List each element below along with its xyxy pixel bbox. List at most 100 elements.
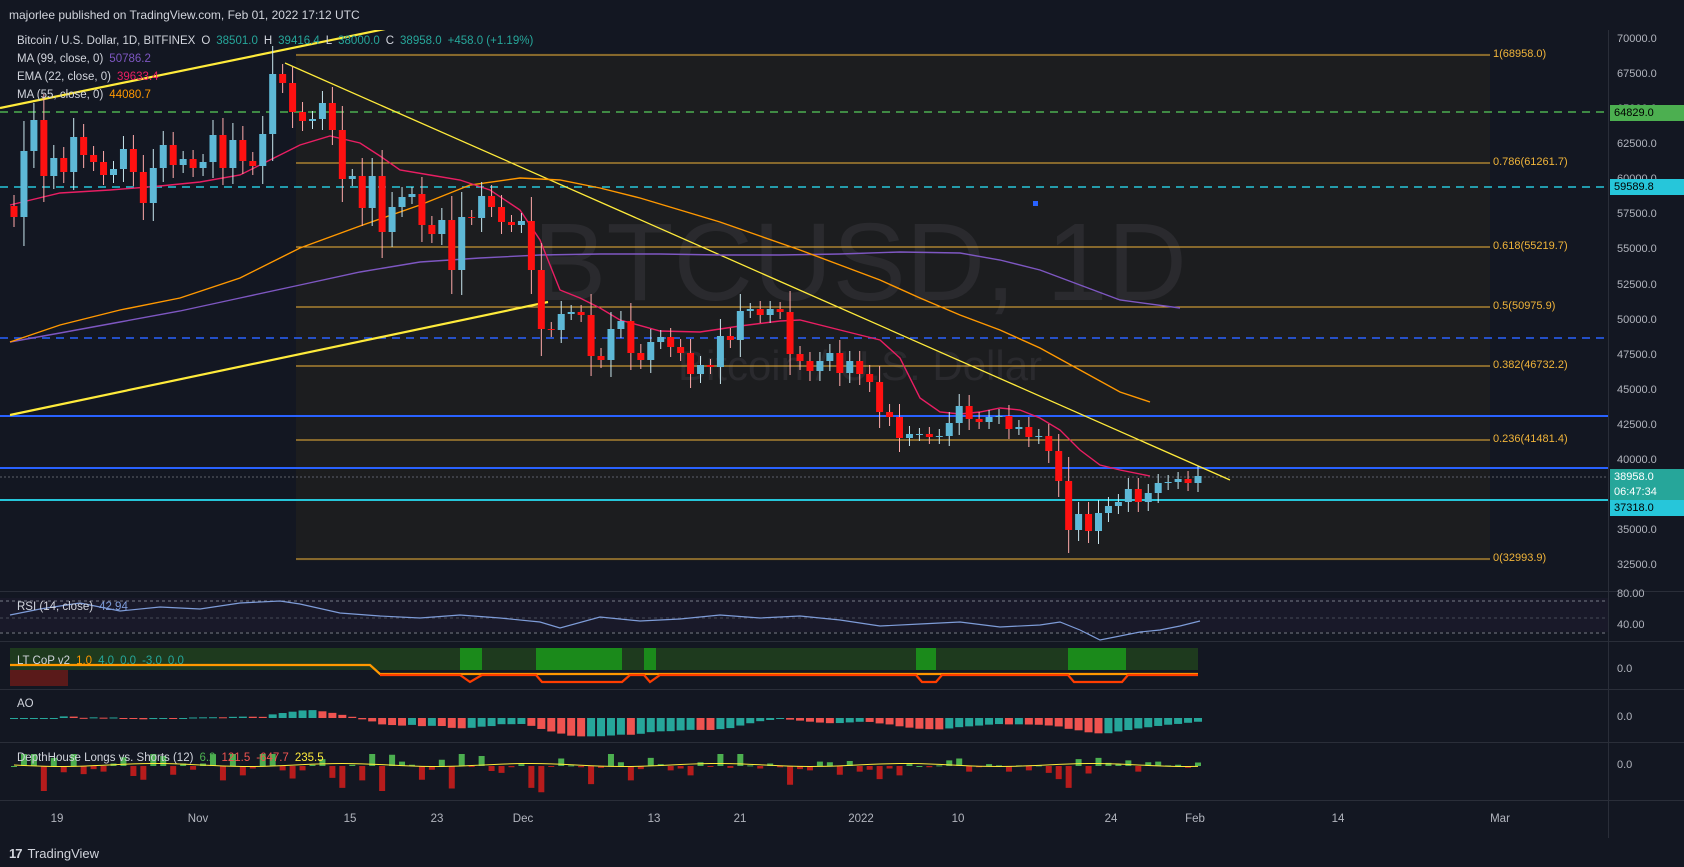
candle xyxy=(985,410,993,429)
ao-bar xyxy=(298,710,307,718)
ao-bar xyxy=(945,718,954,729)
price-axis-label: 52500.0 xyxy=(1617,279,1657,291)
ema22-line xyxy=(9,135,1151,477)
candles xyxy=(10,46,1202,553)
ao-bar xyxy=(597,718,606,737)
depthhouse-bar xyxy=(369,754,376,766)
candle xyxy=(716,319,724,384)
ao-bar xyxy=(736,718,745,726)
ao-bar xyxy=(616,718,625,735)
symbol-legend[interactable]: Bitcoin / U.S. Dollar, 1D, BITFINEX O 3850… xyxy=(17,35,539,47)
depthhouse-bar xyxy=(757,766,764,769)
ao-bar xyxy=(696,718,705,730)
depthhouse-bar xyxy=(548,766,555,767)
cyan-level-tag: 59589.8 xyxy=(1610,179,1684,195)
time-axis-label: 13 xyxy=(647,813,661,825)
depthhouse-bar xyxy=(1045,766,1052,773)
candle xyxy=(527,197,535,294)
ma99-line xyxy=(9,251,1181,343)
depthhouse-signal-line xyxy=(13,762,1199,767)
depthhouse-bar xyxy=(259,754,266,766)
depthhouse-bar xyxy=(80,766,87,775)
price-axis-label: 70000.0 xyxy=(1617,33,1657,45)
ao-bar xyxy=(208,717,217,719)
ao-bar xyxy=(1004,718,1013,725)
candle xyxy=(368,158,376,226)
candle xyxy=(1065,457,1073,553)
depthhouse-bar xyxy=(50,757,57,766)
trendline-upper-support xyxy=(0,30,386,110)
candle xyxy=(1154,474,1162,503)
depthhouse-bar xyxy=(339,766,346,788)
depthhouse-legend[interactable]: DepthHouse Longs vs. Shorts (12) 6.2 121.5… xyxy=(17,752,324,764)
ao-bar xyxy=(975,718,984,726)
candle xyxy=(706,359,714,374)
depthhouse-bar xyxy=(986,764,993,766)
ao-bar xyxy=(666,718,675,732)
ao-bar xyxy=(159,718,168,719)
ao-bar xyxy=(766,718,775,720)
ma99-legend[interactable]: MA (99, close, 0) 50786.2 xyxy=(17,53,151,65)
price-axis-label: 42500.0 xyxy=(1617,419,1657,431)
tradingview-logo[interactable]: 17 TradingView xyxy=(9,846,100,861)
ltcop-legend[interactable]: LT CoP v2 1.0 4.0 0.0 -3.0 0.0 xyxy=(17,655,184,667)
depthhouse-bar xyxy=(279,766,286,771)
candle xyxy=(955,394,963,435)
depthhouse-bar xyxy=(667,766,674,771)
candle xyxy=(945,412,953,446)
depthhouse-bar xyxy=(319,759,326,766)
candle xyxy=(587,294,595,376)
chart-canvas[interactable]: BTCUSD, 1D Bitcoin / U.S. Dollar xyxy=(0,30,1684,838)
ohlc-close: C 38958.0 xyxy=(385,35,442,47)
candle xyxy=(1035,429,1043,444)
depthhouse-bar xyxy=(627,766,634,781)
ao-legend[interactable]: AO xyxy=(17,698,34,710)
ao-bar xyxy=(507,718,516,725)
ao-bar xyxy=(248,716,257,718)
ao-bar xyxy=(955,718,964,728)
candle xyxy=(1114,494,1122,514)
fib-label: 0(32993.9) xyxy=(1493,552,1547,564)
candle xyxy=(746,303,754,318)
candle xyxy=(60,147,68,183)
depthhouse-bar xyxy=(946,760,953,766)
depthhouse-bar xyxy=(956,758,963,766)
depthhouse-axis: 0.0 xyxy=(1617,759,1633,771)
depthhouse-bar xyxy=(1125,760,1132,766)
candle xyxy=(468,210,476,225)
rsi-legend[interactable]: RSI (14, close) 42.94 xyxy=(17,601,128,613)
candle xyxy=(1124,478,1132,512)
depthhouse-bar xyxy=(707,766,714,767)
candle xyxy=(557,301,565,343)
fib-lines xyxy=(296,54,1490,560)
ao-bar xyxy=(985,718,994,725)
ao-bar xyxy=(905,718,914,728)
candle xyxy=(697,356,705,383)
candle xyxy=(229,123,237,184)
candle xyxy=(965,395,973,430)
depthhouse-bar xyxy=(478,756,485,766)
ao-bar xyxy=(805,718,814,722)
depthhouse-bar xyxy=(70,754,77,766)
depthhouse-bar xyxy=(180,763,187,766)
candle xyxy=(139,155,147,220)
depthhouse-bar xyxy=(1025,766,1032,771)
depthhouse-bar xyxy=(90,766,97,770)
published-caption: majorlee published on TradingView.com, F… xyxy=(9,8,360,22)
ma55-legend[interactable]: MA (55, close, 0) 44080.7 xyxy=(17,89,151,101)
ao-bar xyxy=(1134,718,1143,729)
depthhouse-bar xyxy=(687,766,694,776)
candle xyxy=(1164,475,1172,490)
depthhouse-bar xyxy=(399,761,406,766)
depthhouse-bar xyxy=(1105,762,1112,766)
marker-square xyxy=(1033,201,1038,206)
footer-bar: 17 TradingView xyxy=(0,838,1684,867)
depthhouse-bar xyxy=(568,765,575,767)
ao-bar xyxy=(786,718,795,720)
candle xyxy=(756,301,764,323)
rsi-line xyxy=(9,600,1201,641)
candle xyxy=(318,91,326,130)
ao-bar xyxy=(1024,718,1033,725)
ema22-legend[interactable]: EMA (22, close, 0) 39633.4 xyxy=(17,71,159,83)
ao-bar xyxy=(288,711,297,718)
